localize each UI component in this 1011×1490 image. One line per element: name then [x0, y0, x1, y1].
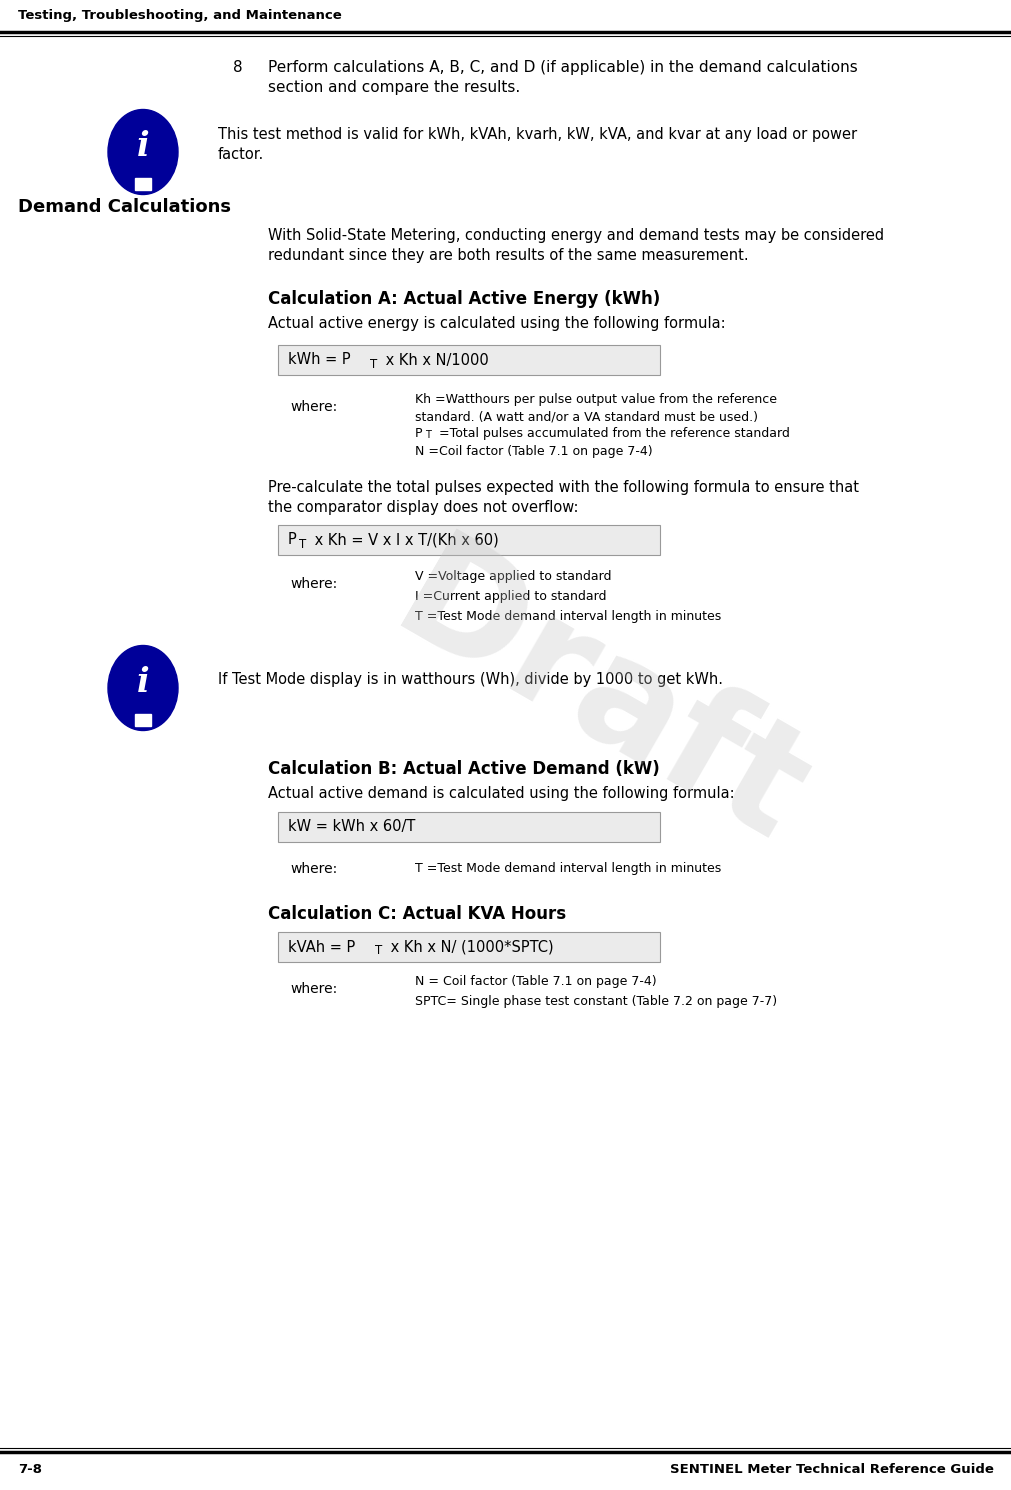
Text: i: i	[136, 131, 150, 164]
Text: T: T	[370, 358, 377, 371]
Text: 8: 8	[233, 60, 243, 74]
Text: P: P	[415, 428, 422, 440]
Text: Draft: Draft	[370, 524, 829, 876]
Text: x Kh x N/1000: x Kh x N/1000	[380, 353, 488, 368]
Text: Actual active demand is calculated using the following formula:: Actual active demand is calculated using…	[268, 787, 734, 802]
Text: SPTC= Single phase test constant (Table 7.2 on page 7-7): SPTC= Single phase test constant (Table …	[415, 995, 776, 1009]
Text: I =Current applied to standard: I =Current applied to standard	[415, 590, 606, 603]
Text: N = Coil factor (Table 7.1 on page 7-4): N = Coil factor (Table 7.1 on page 7-4)	[415, 974, 656, 988]
Text: Actual active energy is calculated using the following formula:: Actual active energy is calculated using…	[268, 316, 725, 331]
Text: Demand Calculations: Demand Calculations	[18, 198, 231, 216]
Text: T =Test Mode demand interval length in minutes: T =Test Mode demand interval length in m…	[415, 609, 721, 623]
FancyBboxPatch shape	[278, 524, 659, 554]
Text: where:: where:	[290, 399, 337, 414]
Text: redundant since they are both results of the same measurement.: redundant since they are both results of…	[268, 247, 748, 264]
FancyBboxPatch shape	[278, 933, 659, 963]
Bar	[134, 177, 151, 191]
Text: V =Voltage applied to standard: V =Voltage applied to standard	[415, 571, 611, 583]
Text: i: i	[136, 666, 150, 699]
Text: 7-8: 7-8	[18, 1463, 42, 1477]
Text: where:: where:	[290, 577, 337, 592]
Text: kW = kWh x 60/T: kW = kWh x 60/T	[288, 820, 415, 834]
Text: T: T	[425, 431, 431, 440]
Text: Pre-calculate the total pulses expected with the following formula to ensure tha: Pre-calculate the total pulses expected …	[268, 480, 858, 495]
Text: If Test Mode display is in watthours (Wh), divide by 1000 to get kWh.: If Test Mode display is in watthours (Wh…	[217, 672, 722, 687]
Text: This test method is valid for kWh, kVAh, kvarh, kW, kVA, and kvar at any load or: This test method is valid for kWh, kVAh,…	[217, 127, 856, 142]
Text: Kh =Watthours per pulse output value from the reference: Kh =Watthours per pulse output value fro…	[415, 393, 776, 405]
Text: factor.: factor.	[217, 148, 264, 162]
Text: With Solid-State Metering, conducting energy and demand tests may be considered: With Solid-State Metering, conducting en…	[268, 228, 884, 243]
Text: section and compare the results.: section and compare the results.	[268, 80, 520, 95]
Bar	[134, 714, 151, 726]
Text: T: T	[375, 945, 382, 958]
FancyBboxPatch shape	[278, 346, 659, 375]
Text: standard. (A watt and/or a VA standard must be used.): standard. (A watt and/or a VA standard m…	[415, 410, 757, 423]
Text: kVAh = P: kVAh = P	[288, 940, 355, 955]
Text: T =Test Mode demand interval length in minutes: T =Test Mode demand interval length in m…	[415, 863, 721, 875]
Text: Perform calculations A, B, C, and D (if applicable) in the demand calculations: Perform calculations A, B, C, and D (if …	[268, 60, 857, 74]
Ellipse shape	[108, 645, 178, 730]
Text: Testing, Troubleshooting, and Maintenance: Testing, Troubleshooting, and Maintenanc…	[18, 9, 342, 22]
Text: x Kh x N/ (1000*SPTC): x Kh x N/ (1000*SPTC)	[385, 940, 553, 955]
Text: kWh = P: kWh = P	[288, 353, 350, 368]
Text: the comparator display does not overflow:: the comparator display does not overflow…	[268, 501, 578, 516]
Text: Calculation C: Actual KVA Hours: Calculation C: Actual KVA Hours	[268, 904, 565, 922]
Text: P: P	[288, 532, 296, 547]
Text: Calculation A: Actual Active Energy (kWh): Calculation A: Actual Active Energy (kWh…	[268, 291, 659, 308]
Text: =Total pulses accumulated from the reference standard: =Total pulses accumulated from the refer…	[435, 428, 790, 440]
Text: x Kh = V x I x T/(Kh x 60): x Kh = V x I x T/(Kh x 60)	[309, 532, 498, 547]
Text: N =Coil factor (Table 7.1 on page 7-4): N =Coil factor (Table 7.1 on page 7-4)	[415, 446, 652, 457]
Text: T: T	[298, 538, 306, 550]
Text: where:: where:	[290, 982, 337, 995]
Text: Calculation B: Actual Active Demand (kW): Calculation B: Actual Active Demand (kW)	[268, 760, 659, 778]
FancyBboxPatch shape	[278, 812, 659, 842]
Text: SENTINEL Meter Technical Reference Guide: SENTINEL Meter Technical Reference Guide	[669, 1463, 993, 1477]
Ellipse shape	[108, 109, 178, 195]
Text: where:: where:	[290, 863, 337, 876]
